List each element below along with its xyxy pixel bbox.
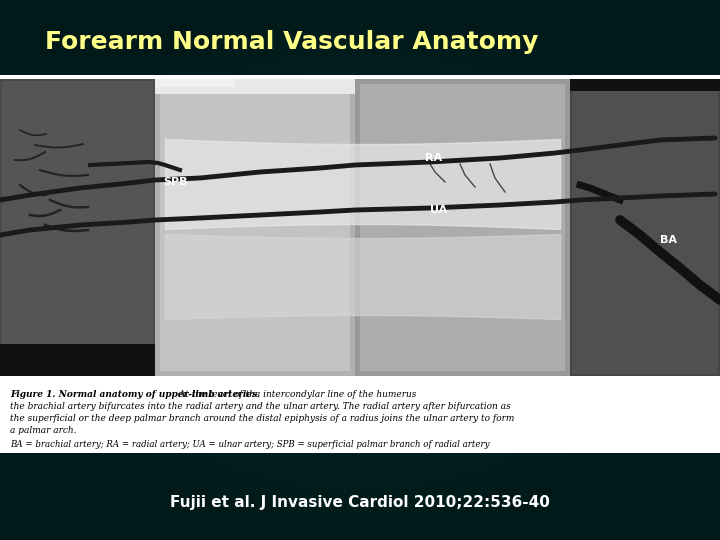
Bar <box>570 79 720 376</box>
Bar <box>570 79 720 91</box>
Text: BA: BA <box>660 235 677 245</box>
Bar <box>155 79 355 94</box>
Text: a palmar arch.: a palmar arch. <box>10 426 76 435</box>
Bar <box>155 79 235 87</box>
Bar <box>0 344 155 376</box>
Bar <box>2 81 153 374</box>
Text: Fujii et al. J Invasive Cardiol 2010;22:536-40: Fujii et al. J Invasive Cardiol 2010;22:… <box>170 495 550 510</box>
Text: the brachial artery bifurcates into the radial artery and the ulnar artery. The : the brachial artery bifurcates into the … <box>10 402 510 411</box>
Bar <box>155 79 355 376</box>
Bar <box>0 75 720 380</box>
Text: At the level of the intercondylar line of the humerus: At the level of the intercondylar line o… <box>176 390 416 399</box>
Bar <box>0 79 155 376</box>
Bar <box>360 84 565 371</box>
Bar <box>160 94 350 371</box>
Bar <box>572 81 718 374</box>
Text: SPB: SPB <box>163 177 187 187</box>
Text: BA = brachial artery; RA = radial artery; UA = ulnar artery; SPB = superficial p: BA = brachial artery; RA = radial artery… <box>10 440 490 449</box>
Text: the superficial or the deep palmar branch around the distal epiphysis of a radiu: the superficial or the deep palmar branc… <box>10 414 514 423</box>
Text: UA: UA <box>430 205 447 215</box>
Text: Figure 1. Normal anatomy of upper-limb arteries.: Figure 1. Normal anatomy of upper-limb a… <box>10 390 260 399</box>
Bar <box>0 380 720 453</box>
Text: Forearm Normal Vascular Anatomy: Forearm Normal Vascular Anatomy <box>45 30 539 54</box>
Text: RA: RA <box>425 153 442 163</box>
Bar <box>355 79 570 376</box>
